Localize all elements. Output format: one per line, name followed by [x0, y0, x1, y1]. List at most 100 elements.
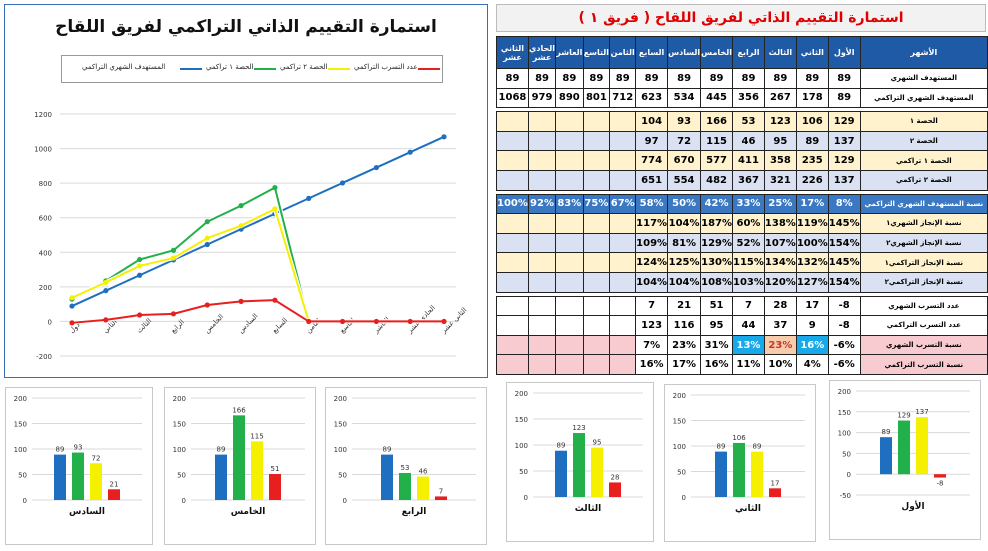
- data-cell[interactable]: 125%: [667, 252, 702, 273]
- data-cell[interactable]: 103%: [732, 271, 765, 293]
- data-cell[interactable]: [527, 169, 557, 191]
- data-cell[interactable]: 89: [732, 68, 765, 89]
- row-label-cell[interactable]: نسبة الإنجاز التراكمي٢: [859, 271, 988, 293]
- header-month-cell[interactable]: الثاني عشر: [496, 36, 529, 69]
- data-cell[interactable]: 16%: [700, 354, 734, 375]
- data-cell[interactable]: 23%: [667, 334, 702, 356]
- data-cell[interactable]: [582, 271, 611, 293]
- data-cell[interactable]: 166: [700, 111, 734, 132]
- header-month-cell[interactable]: الحادي عشر: [527, 36, 557, 69]
- data-cell[interactable]: 154%: [827, 271, 861, 293]
- data-cell[interactable]: 16%: [635, 354, 669, 375]
- spacer-cell[interactable]: [700, 189, 733, 195]
- data-cell[interactable]: 83%: [555, 193, 584, 215]
- data-cell[interactable]: [527, 150, 557, 171]
- data-cell[interactable]: 107%: [763, 232, 797, 254]
- data-cell[interactable]: 137: [827, 130, 861, 152]
- data-cell[interactable]: [609, 271, 637, 293]
- data-cell[interactable]: 235: [795, 150, 829, 171]
- data-cell[interactable]: -8: [827, 315, 861, 336]
- spacer-cell[interactable]: [667, 107, 701, 113]
- spacer-cell[interactable]: [764, 189, 797, 195]
- spacer-cell[interactable]: [496, 189, 529, 195]
- data-cell[interactable]: 129%: [700, 232, 734, 254]
- data-cell[interactable]: 95: [763, 130, 797, 152]
- data-cell[interactable]: 13%: [732, 334, 765, 356]
- header-month-cell[interactable]: الرابع: [732, 36, 765, 69]
- spacer-cell[interactable]: [732, 107, 765, 113]
- data-cell[interactable]: [582, 111, 611, 132]
- data-cell[interactable]: 53: [732, 111, 765, 132]
- data-cell[interactable]: 37: [763, 315, 797, 336]
- data-cell[interactable]: 577: [700, 150, 734, 171]
- data-cell[interactable]: [496, 169, 529, 191]
- data-cell[interactable]: 89: [667, 68, 702, 89]
- data-cell[interactable]: 81%: [667, 232, 702, 254]
- data-cell[interactable]: [527, 295, 557, 317]
- data-cell[interactable]: 89: [635, 68, 669, 89]
- data-cell[interactable]: [582, 295, 611, 317]
- row-label-cell[interactable]: الحصة ٢ تراكمي: [859, 169, 988, 191]
- data-cell[interactable]: 117%: [635, 213, 669, 234]
- header-month-cell[interactable]: السادس: [667, 36, 702, 69]
- data-cell[interactable]: [555, 111, 584, 132]
- spacer-cell[interactable]: [796, 189, 829, 195]
- data-cell[interactable]: 51: [700, 295, 734, 317]
- data-cell[interactable]: [609, 295, 637, 317]
- data-cell[interactable]: [555, 252, 584, 273]
- data-cell[interactable]: [582, 334, 611, 356]
- data-cell[interactable]: [609, 150, 637, 171]
- data-cell[interactable]: 119%: [795, 213, 829, 234]
- data-cell[interactable]: 108%: [700, 271, 734, 293]
- data-cell[interactable]: [527, 130, 557, 152]
- data-cell[interactable]: [555, 271, 584, 293]
- spacer-cell[interactable]: [828, 107, 861, 113]
- spacer-cell[interactable]: [555, 291, 583, 297]
- spacer-cell[interactable]: [764, 291, 797, 297]
- row-label-cell[interactable]: نسبة الإنجاز الشهري٢: [859, 232, 988, 254]
- data-cell[interactable]: 1068: [496, 87, 529, 109]
- data-cell[interactable]: [555, 354, 584, 375]
- data-cell[interactable]: 890: [555, 87, 584, 109]
- data-cell[interactable]: [496, 130, 529, 152]
- data-cell[interactable]: 623: [635, 87, 669, 109]
- data-cell[interactable]: [527, 334, 557, 356]
- data-cell[interactable]: [582, 213, 611, 234]
- data-cell[interactable]: 17%: [795, 193, 829, 215]
- data-cell[interactable]: [609, 130, 637, 152]
- row-label-cell[interactable]: الحصة ١ تراكمي: [859, 150, 988, 171]
- data-cell[interactable]: [609, 111, 637, 132]
- row-label-cell[interactable]: المستهدف الشهري التراكمي: [859, 87, 988, 109]
- spacer-cell[interactable]: [828, 189, 861, 195]
- data-cell[interactable]: 17: [795, 295, 829, 317]
- data-cell[interactable]: [527, 271, 557, 293]
- data-cell[interactable]: 104%: [667, 271, 702, 293]
- data-cell[interactable]: 104%: [635, 271, 669, 293]
- data-cell[interactable]: 42%: [700, 193, 734, 215]
- data-cell[interactable]: 116: [667, 315, 702, 336]
- data-cell[interactable]: [496, 111, 529, 132]
- cumulative-line-chart[interactable]: استمارة التقييم الذاتي التراكمي لفريق ال…: [4, 4, 488, 378]
- data-cell[interactable]: 123: [763, 111, 797, 132]
- data-cell[interactable]: 123: [635, 315, 669, 336]
- data-cell[interactable]: [609, 169, 637, 191]
- mini-bar-chart[interactable]: 0 50 100 150 200 89 53 46 7 الرابع: [325, 387, 487, 545]
- data-cell[interactable]: [496, 252, 529, 273]
- data-cell[interactable]: 129: [827, 111, 861, 132]
- header-month-cell[interactable]: التاسع: [582, 36, 611, 69]
- data-cell[interactable]: 411: [732, 150, 765, 171]
- data-cell[interactable]: 120%: [763, 271, 797, 293]
- data-cell[interactable]: [555, 213, 584, 234]
- data-cell[interactable]: 67%: [609, 193, 637, 215]
- spacer-cell[interactable]: [555, 189, 583, 195]
- data-cell[interactable]: [609, 315, 637, 336]
- data-cell[interactable]: 93: [667, 111, 702, 132]
- data-cell[interactable]: [555, 334, 584, 356]
- spacer-cell[interactable]: [700, 291, 733, 297]
- data-cell[interactable]: 187%: [700, 213, 734, 234]
- data-cell[interactable]: 115: [700, 130, 734, 152]
- data-cell[interactable]: [527, 232, 557, 254]
- header-month-cell[interactable]: السابع: [635, 36, 669, 69]
- spacer-cell[interactable]: [496, 291, 529, 297]
- data-cell[interactable]: [527, 252, 557, 273]
